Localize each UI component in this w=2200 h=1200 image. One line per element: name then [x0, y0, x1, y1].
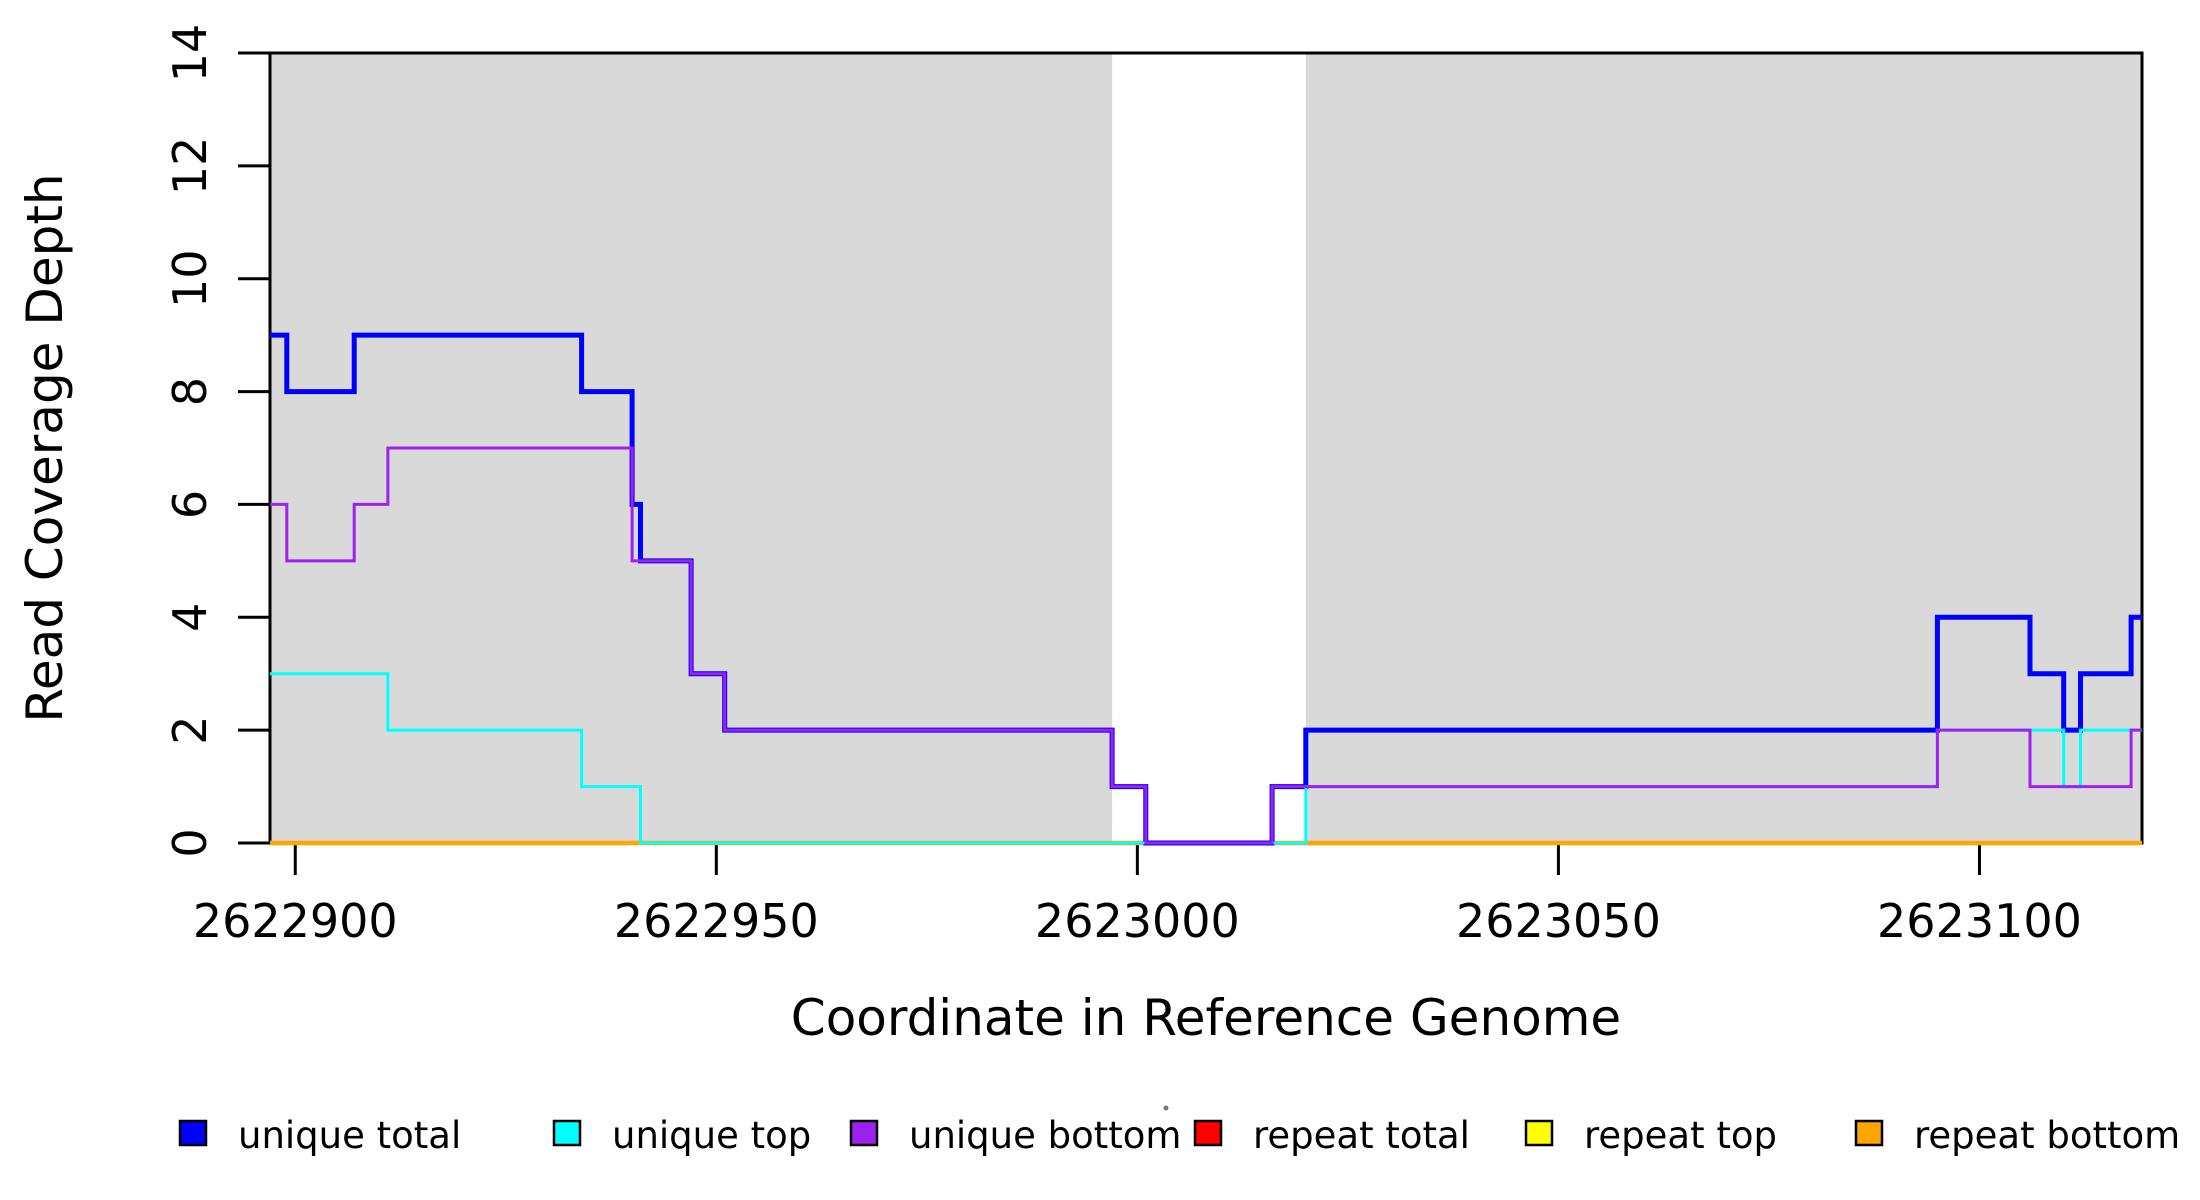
x-tick-label: 2623000	[1035, 894, 1240, 948]
legend-swatch-repeat-total	[1193, 1119, 1223, 1147]
legend-swatch-unique-bottom	[849, 1119, 879, 1147]
legend-label-repeat-bottom: repeat bottom	[1914, 1114, 2180, 1157]
stray-dot	[1163, 1105, 1169, 1111]
y-tick-label: 0	[163, 828, 217, 857]
x-axis-title: Coordinate in Reference Genome	[791, 989, 1621, 1047]
legend-label-repeat-top: repeat top	[1584, 1114, 1777, 1157]
x-tick-label: 2622950	[614, 894, 819, 948]
legend-swatch-unique-total	[178, 1119, 208, 1147]
x-tick-label: 2623100	[1877, 894, 2082, 948]
legend-label-repeat-total: repeat total	[1253, 1114, 1470, 1157]
y-tick-label: 2	[163, 716, 217, 745]
x-tick-label: 2622900	[193, 894, 398, 948]
y-tick-label: 6	[163, 490, 217, 519]
y-tick-label: 10	[163, 249, 217, 308]
legend-swatch-repeat-top	[1524, 1119, 1554, 1147]
legend-label-unique-total: unique total	[238, 1114, 461, 1157]
y-tick-label: 8	[163, 377, 217, 406]
series-line-unique-bottom	[270, 446, 2142, 845]
shaded-region	[1305, 53, 2142, 843]
legend-label-unique-bottom: unique bottom	[909, 1114, 1181, 1157]
y-axis-title: Read Coverage Depth	[16, 173, 74, 722]
y-tick-label: 12	[163, 137, 217, 196]
y-tick-label: 4	[163, 603, 217, 632]
legend-swatch-repeat-bottom	[1854, 1119, 1884, 1147]
legend-swatch-unique-top	[552, 1119, 582, 1147]
x-tick-label: 2623050	[1456, 894, 1661, 948]
legend-label-unique-top: unique top	[612, 1114, 811, 1157]
y-tick-label: 14	[163, 24, 217, 83]
